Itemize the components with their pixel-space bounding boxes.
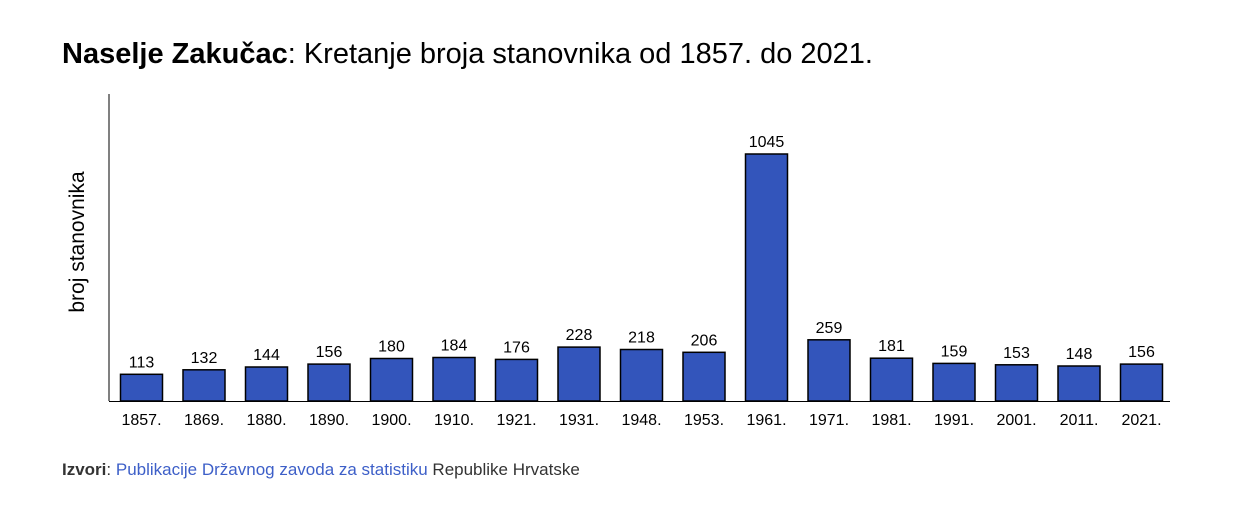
chart-title-text: Kretanje broja stanovnika od 1857. do 20… xyxy=(295,38,873,70)
x-tick-label: 1953. xyxy=(684,412,724,429)
bar-1953 xyxy=(682,351,726,402)
x-tick-label: 1921. xyxy=(496,412,536,429)
bar-1869 xyxy=(182,369,226,402)
bar-value-label: 181 xyxy=(878,338,905,355)
bar-1900 xyxy=(369,357,414,402)
bar-value-label: 176 xyxy=(503,339,530,356)
bar-1910 xyxy=(432,356,476,402)
bar-value-label: 206 xyxy=(691,332,718,349)
source-suffix: Republike Hrvatske xyxy=(427,460,580,479)
bar-value-label: 259 xyxy=(816,320,843,337)
bar-value-label: 148 xyxy=(1066,346,1093,363)
source-separator: : xyxy=(106,460,116,479)
source-link[interactable]: Publikacije Državnog zavoda za statistik… xyxy=(115,460,428,479)
x-tick-label: 2001. xyxy=(996,412,1036,429)
bar-value-label: 184 xyxy=(441,338,468,355)
x-tick-label: 1931. xyxy=(559,412,599,429)
bar-1991 xyxy=(932,362,976,402)
x-tick-label: 2011. xyxy=(1060,412,1099,429)
x-tick-label: 1991. xyxy=(934,412,974,429)
bar-value-label: 153 xyxy=(1003,345,1030,362)
bar-1857 xyxy=(119,373,164,402)
x-tick-label: 2021. xyxy=(1121,412,1161,429)
chart-title: Naselje Zakučac: Kretanje broja stanovni… xyxy=(62,34,873,74)
bar-value-label: 113 xyxy=(129,354,155,371)
bar-value-label: 228 xyxy=(566,327,593,344)
bar-1981 xyxy=(869,357,914,402)
bar-value-label: 218 xyxy=(628,330,655,347)
x-tick-label: 1948. xyxy=(621,412,661,429)
bars-layer xyxy=(119,153,1164,402)
source-note: Izvori: Publikacije Državnog zavoda za s… xyxy=(62,460,580,480)
bar-value-label: 156 xyxy=(1128,344,1155,361)
chart-title-place: Naselje Zakučac xyxy=(62,38,288,70)
chart-title-separator: : xyxy=(287,38,296,70)
bar-1921 xyxy=(494,358,539,402)
x-tick-label: 1880. xyxy=(246,412,286,429)
x-tick-label: 1857. xyxy=(121,412,161,429)
bar-1931 xyxy=(557,346,601,402)
x-tick-label: 1981. xyxy=(871,412,911,429)
bar-1890 xyxy=(307,363,351,402)
bar-1880 xyxy=(244,366,289,402)
x-tick-label: 1961. xyxy=(746,412,786,429)
bar-value-label: 132 xyxy=(191,350,218,367)
x-tick-label: 1910. xyxy=(434,412,474,429)
bar-2001 xyxy=(994,364,1039,402)
x-tick-label: 1971. xyxy=(809,412,849,429)
x-tick-label: 1900. xyxy=(371,412,411,429)
x-tick-label: 1890. xyxy=(309,412,349,429)
x-tick-label: 1869. xyxy=(184,412,224,429)
bar-value-label: 1045 xyxy=(749,134,785,151)
bar-2021 xyxy=(1119,363,1164,402)
bar-value-label: 144 xyxy=(253,347,280,364)
bar-value-label: 156 xyxy=(316,344,343,361)
source-label: Izvori xyxy=(62,460,107,479)
bar-value-label: 159 xyxy=(941,343,968,360)
bar-2011 xyxy=(1057,365,1101,402)
bar-value-label: 180 xyxy=(378,339,405,356)
bar-1948 xyxy=(619,348,664,402)
bar-1961 xyxy=(744,153,789,402)
x-tick-labels-layer: 1857. 1869. 1880. 1890. 1900. 1910. 1921. 1931.… xyxy=(121,412,1161,429)
value-labels-layer: 113 132 144 156 180 184 176 228 218 206 1045 259 181… xyxy=(129,134,1155,371)
bar-1971 xyxy=(807,339,851,402)
